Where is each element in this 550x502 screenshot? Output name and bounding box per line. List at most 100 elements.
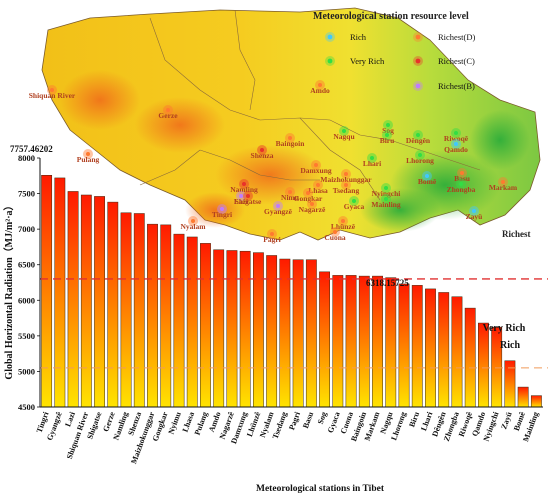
svg-text:Amdo: Amdo (310, 86, 330, 95)
svg-text:Namling: Namling (230, 185, 258, 194)
station-biru: Biru (380, 130, 395, 145)
station-cuona: Cuona (324, 227, 346, 242)
station-shigatse: Shigatse (235, 191, 262, 206)
station-lazi: Lazi (234, 191, 248, 206)
legend-marker (327, 58, 333, 64)
tibet-map (41, 7, 541, 241)
bar-riwoq- (464, 307, 476, 408)
svg-text:Dêngên: Dêngên (406, 136, 431, 145)
svg-text:Riwoqê: Riwoqê (444, 134, 469, 143)
y-tick-label: 6500 (18, 260, 35, 270)
legend-marker (327, 34, 333, 40)
legend-marker (415, 34, 421, 40)
bar-gyangz- (54, 177, 66, 408)
station-qamdo: Qamdo (444, 139, 468, 154)
svg-text:Baingoin: Baingoin (276, 139, 306, 148)
bar-lhasa (186, 236, 198, 408)
threshold-label-1: Very Rich (483, 323, 526, 334)
station-maizhokunggar: Maizhokunggar (320, 169, 372, 184)
bar-gongkar (160, 224, 172, 408)
bar-biru (411, 285, 423, 408)
station-shenza: Shenza (251, 145, 274, 160)
bar-shenza (133, 213, 145, 408)
x-tick-label: Lazi (63, 410, 77, 428)
svg-text:Nyingchi: Nyingchi (372, 189, 401, 198)
station-nagqu: Nagqu (333, 126, 355, 141)
svg-text:Gyaca: Gyaca (344, 202, 365, 211)
x-tick-label: Biru (407, 410, 421, 428)
bar-pulang (200, 243, 211, 408)
station-damxung: Damxung (300, 160, 332, 175)
svg-text:Gerze: Gerze (158, 111, 178, 120)
station-gyangz-: Gyangzê (264, 201, 293, 216)
station-pagri: Pagri (263, 229, 281, 244)
legend-label: Richest(B) (438, 81, 475, 91)
svg-text:Zhongba: Zhongba (447, 185, 476, 194)
map-legend: Meteorological station resource level Ri… (313, 11, 475, 91)
bar-amdo (213, 249, 225, 408)
svg-text:Mainling: Mainling (371, 200, 400, 209)
svg-text:Biru: Biru (380, 136, 395, 145)
x-tick-label: Pagri (287, 410, 302, 431)
station-gerze: Gerze (158, 105, 178, 120)
bar-lh-nz- (253, 252, 264, 408)
value-annotation-1: 7757.46202 (10, 144, 53, 154)
svg-text:Lhari: Lhari (363, 159, 381, 168)
y-tick-label: 5000 (18, 366, 35, 376)
svg-text:Lazi: Lazi (234, 197, 248, 206)
svg-text:Lhasa: Lhasa (308, 186, 328, 195)
station-lhorong: Lhorong (406, 150, 434, 165)
bar-markam (372, 275, 383, 408)
svg-text:Cuona: Cuona (324, 233, 346, 242)
bar-d-ng-n (438, 292, 450, 408)
bar-nagarz- (226, 250, 238, 408)
station-shiquan-river: Shiquan River (29, 85, 76, 100)
y-tick-label: 5500 (18, 331, 35, 341)
bar-nyimu (173, 233, 185, 408)
station-nimu: Nimu (281, 187, 299, 202)
svg-text:Pagri: Pagri (263, 235, 281, 244)
bar-mainling (530, 395, 542, 408)
station-zhongba: Zhongba (447, 179, 476, 194)
station-basu: Basu (454, 168, 470, 183)
bar-namling (120, 212, 132, 408)
y-tick-label: 7500 (18, 189, 35, 199)
station-tingri: Tingri (212, 204, 232, 219)
bar-gerze (107, 201, 119, 408)
bar-lazi (67, 191, 79, 408)
value-annotation-2: 6318.15725 (366, 278, 409, 288)
bar-gyaca (332, 275, 344, 408)
svg-text:Sog: Sog (382, 126, 394, 135)
bar-nyalam (266, 255, 278, 408)
bar-tsedang (279, 258, 291, 408)
bar-zhongba (451, 296, 463, 408)
y-axis-label: Global Horizontal Radiation（MJ/m²·a） (2, 200, 15, 379)
station-lhasa: Lhasa (308, 180, 328, 195)
svg-text:Lhorong: Lhorong (406, 156, 434, 165)
station-baingoin: Baingoin (276, 133, 306, 148)
station-nyingchi: Nyingchi (372, 183, 401, 198)
bar-chart: Very Rich Rich 4500 5000 5500 6000 6500 7000 75… (2, 144, 548, 494)
bar-sog (319, 271, 330, 408)
bar-basu (305, 259, 317, 408)
legend-label: Rich (350, 32, 367, 42)
legend-marker (415, 83, 421, 89)
bar-shiquan-river (80, 194, 92, 408)
svg-text:Basu: Basu (454, 174, 470, 183)
svg-text:Gyangzê: Gyangzê (264, 207, 293, 216)
svg-text:Shigatse: Shigatse (235, 197, 262, 206)
bar-damxung (239, 250, 251, 408)
svg-text:Maizhokunggar: Maizhokunggar (320, 175, 372, 184)
station-nyalam: Nyalam (181, 216, 206, 231)
bar-nagqu (385, 277, 397, 408)
station-lhari: Lhari (363, 153, 381, 168)
legend-label: Richest(C) (438, 56, 475, 66)
y-tick-label: 4500 (18, 402, 35, 412)
map-region-label: Richest (502, 229, 531, 239)
station-mainling: Mainling (371, 194, 401, 209)
bar-tingri (41, 175, 53, 408)
bar-pagri (292, 259, 304, 408)
bar-maizhokunggar (147, 223, 158, 408)
station-d-ng-n: Dêngên (406, 130, 431, 145)
